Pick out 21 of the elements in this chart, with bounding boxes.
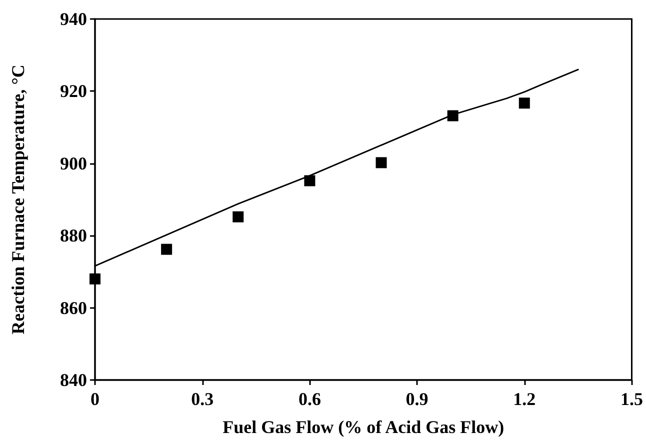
x-tick-label: 1.5 (620, 389, 643, 409)
y-tick-label: 920 (60, 81, 87, 102)
point (90, 273, 100, 284)
y-tick-label: 900 (60, 153, 87, 174)
x-tick-label: 1.2 (513, 389, 536, 409)
y-tick-label: 880 (60, 226, 87, 246)
x-tick-label: 0.3 (191, 389, 214, 409)
y-tick-label: 940 (60, 9, 87, 29)
x-tick-label: 0.9 (406, 389, 428, 409)
point (232, 211, 244, 222)
point (447, 110, 458, 122)
x-tick-label: 0 (90, 389, 100, 409)
y-tick-label: 860 (60, 298, 87, 318)
point (376, 157, 387, 168)
y-tick-label: 840 (60, 370, 87, 390)
y-axis-title: Reaction Furnace Temperature, °C (8, 64, 28, 334)
point (304, 175, 316, 186)
point (161, 244, 172, 255)
x-tick-label: 0.6 (298, 389, 321, 409)
x-axis-title: Fuel Gas Flow (% of Acid Gas Flow) (222, 417, 504, 437)
point (518, 98, 530, 109)
